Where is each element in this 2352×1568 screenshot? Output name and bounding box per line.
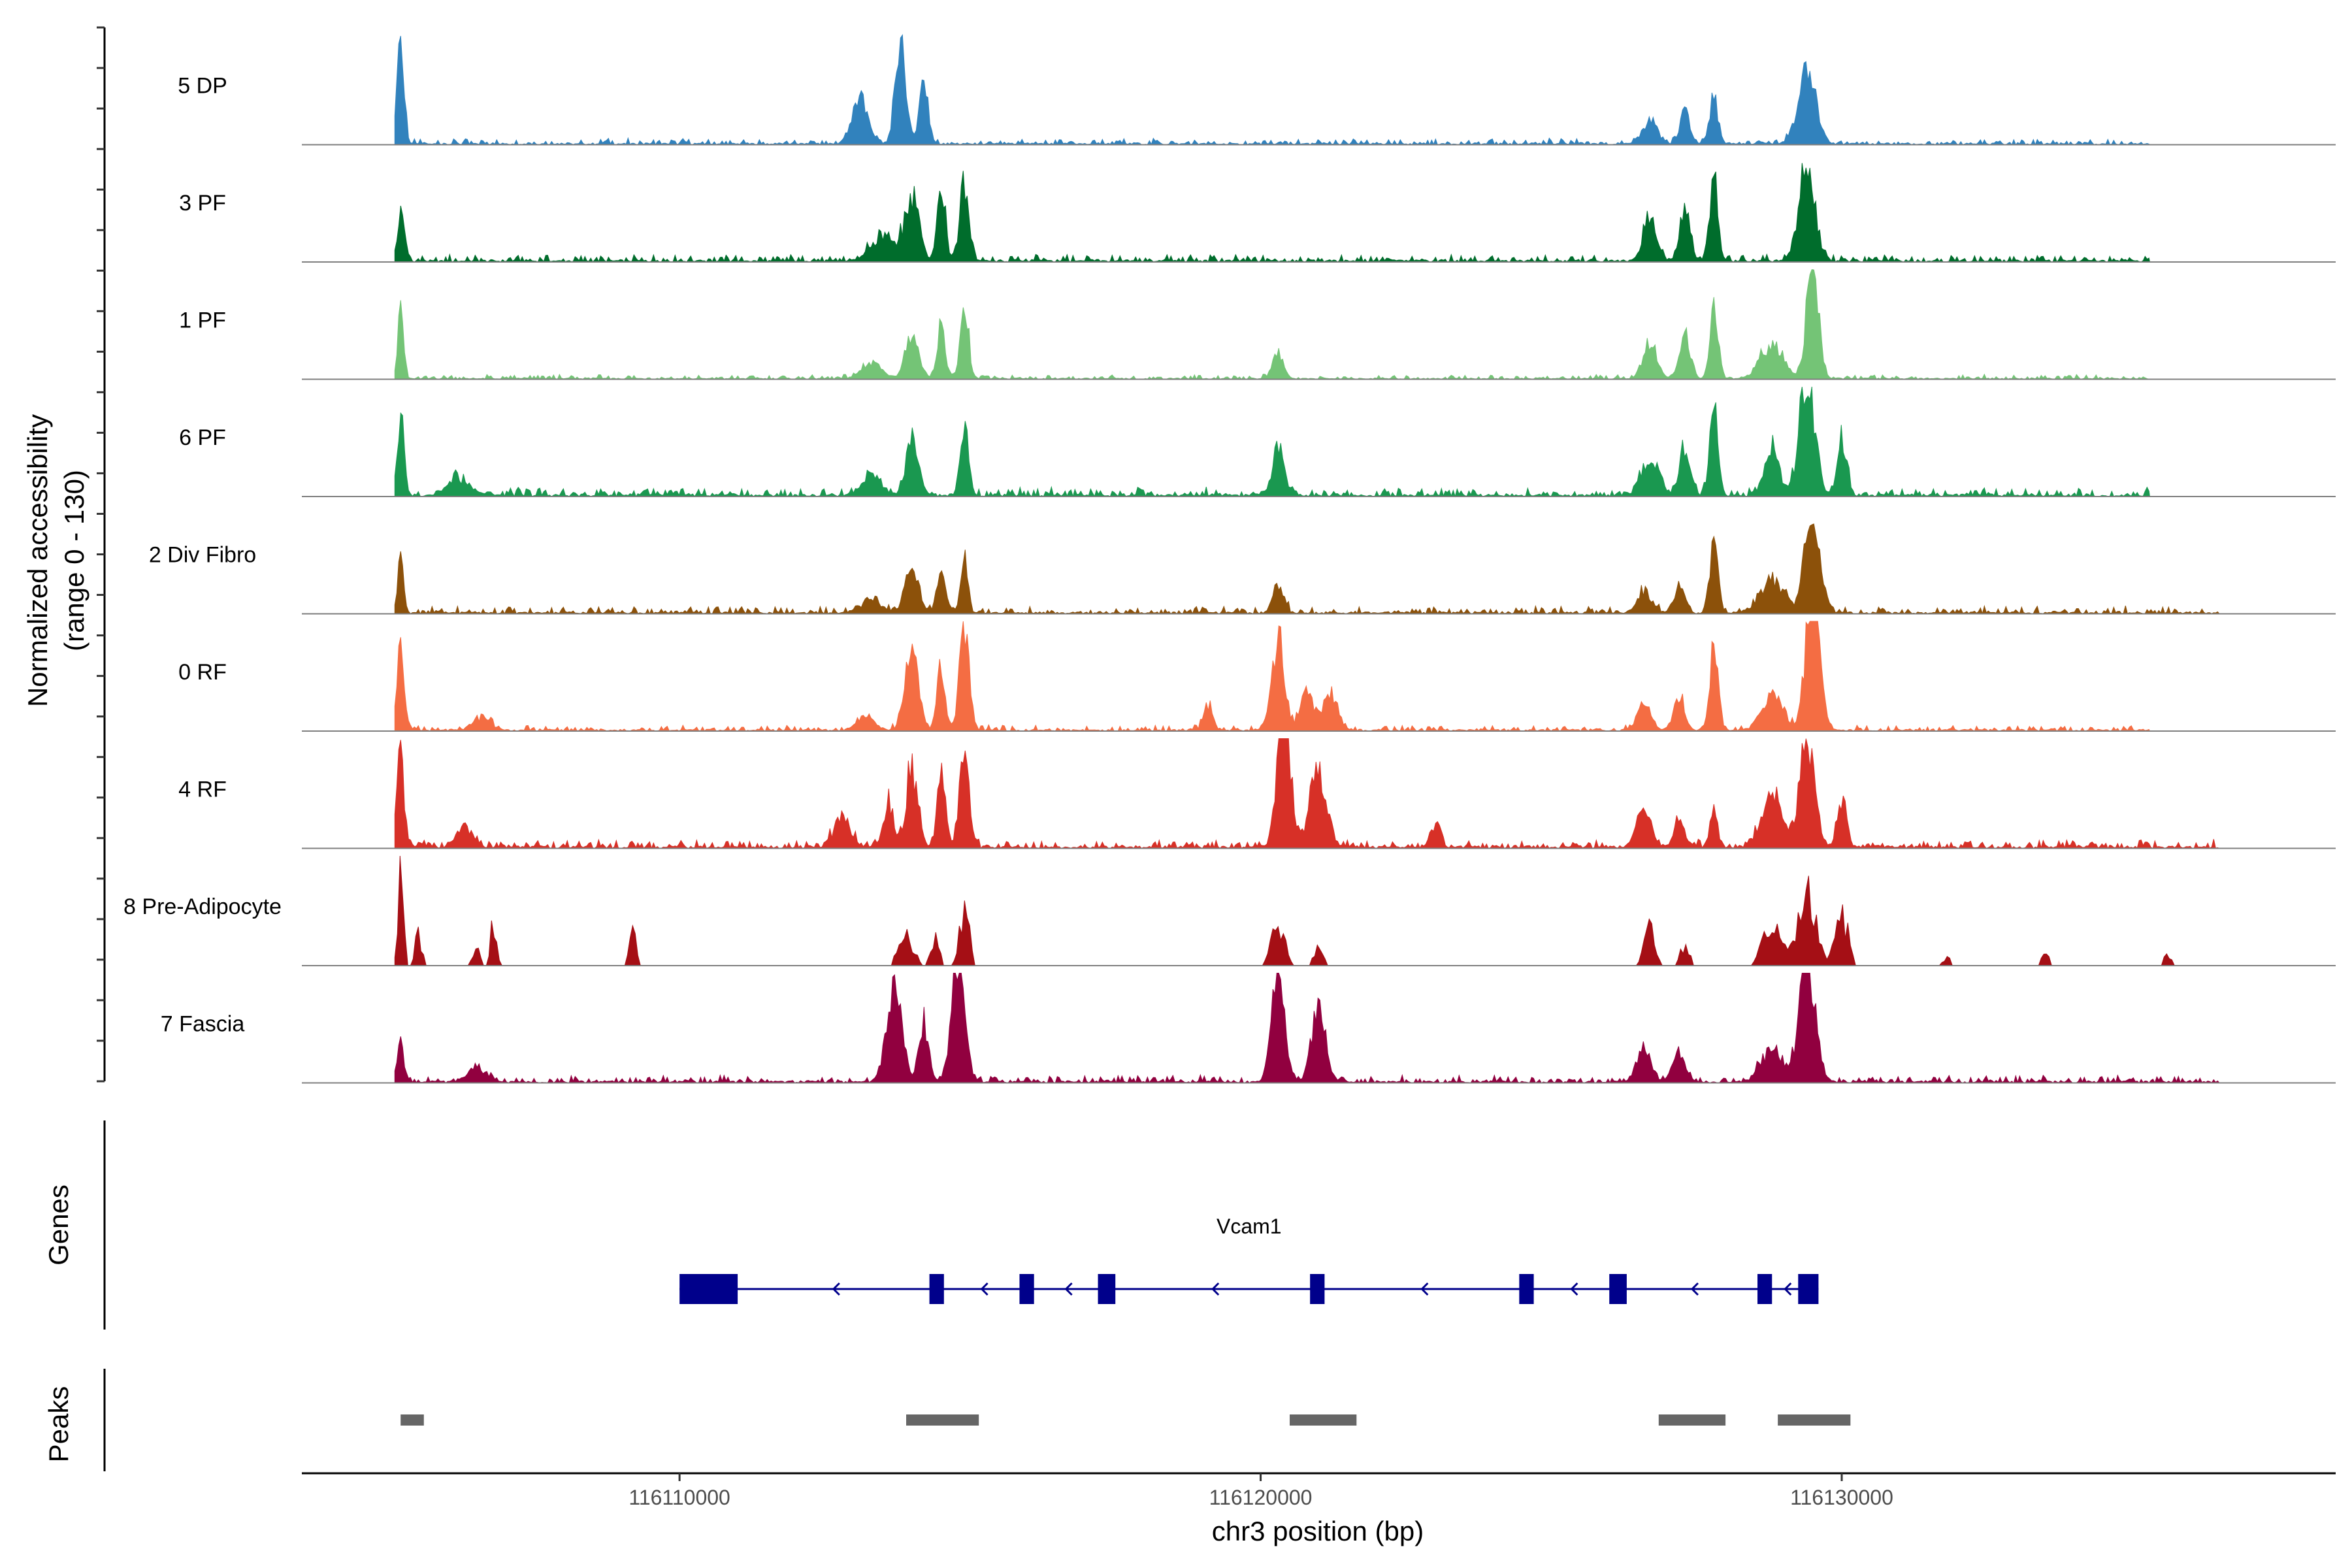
x-tick-label: 116130000 — [1790, 1486, 1893, 1509]
strand-arrow — [1064, 1282, 1073, 1296]
x-tick-label: 116110000 — [629, 1486, 730, 1509]
gene-exon — [1019, 1274, 1034, 1304]
peak-region — [906, 1414, 979, 1426]
coverage-area — [394, 33, 2151, 146]
gene-exon — [1798, 1274, 1819, 1304]
track-label: 5 DP — [178, 74, 227, 99]
track-label: 8 Pre-Adipocyte — [123, 894, 282, 919]
track-label: 4 RF — [178, 777, 227, 802]
peaks-layer — [103, 1369, 1851, 1471]
gene-exon — [929, 1274, 944, 1304]
gene-exon — [1098, 1274, 1116, 1304]
track-label: 7 Fascia — [161, 1012, 245, 1037]
strand-arrow — [832, 1282, 840, 1296]
gene-exon — [1519, 1274, 1534, 1304]
peak-region — [1290, 1414, 1357, 1426]
coverage-area — [394, 523, 2221, 615]
coverage-track: 5 DP — [178, 33, 2336, 146]
track-label: 3 PF — [179, 191, 226, 216]
coverage-track: 8 Pre-Adipocyte — [123, 855, 2336, 966]
track-label: 1 PF — [179, 308, 226, 333]
gene-exon — [679, 1274, 738, 1304]
gene-exon — [1609, 1274, 1627, 1304]
gene-name: Vcam1 — [1217, 1215, 1282, 1238]
peak-region — [400, 1414, 424, 1426]
tracks-layer: 5 DP 3 PF 1 PF 6 PF 2 Div Fibro 0 RF 4 RF 8 Pre… — [123, 33, 2336, 1085]
coverage-track: 3 PF — [179, 163, 2336, 263]
strand-arrow — [1420, 1282, 1429, 1296]
coverage-area — [394, 621, 2151, 732]
coverage-track: 6 PF — [179, 386, 2336, 498]
peak-region — [1658, 1414, 1726, 1426]
peaks-panel-label: Peaks — [43, 1386, 74, 1463]
y-axis-range: (range 0 - 130) — [59, 470, 90, 651]
axis-layer: 116110000 116120000 116130000 — [97, 26, 2336, 1509]
gene-exon — [1310, 1274, 1325, 1304]
y-axis-title: Normalized accessibility — [22, 414, 53, 707]
coverage-area — [394, 386, 2150, 498]
coverage-track: 1 PF — [179, 269, 2336, 380]
track-label: 6 PF — [179, 425, 226, 450]
coverage-area — [394, 738, 2220, 849]
strand-arrow — [1211, 1282, 1220, 1296]
gene-layer: Vcam1 — [103, 1120, 1819, 1330]
track-label: 2 Div Fibro — [149, 543, 256, 568]
strand-arrow — [1570, 1282, 1578, 1296]
gene-exon — [1757, 1274, 1772, 1304]
strand-arrow — [980, 1282, 988, 1296]
coverage-track: 4 RF — [178, 738, 2336, 849]
genes-panel-label: Genes — [43, 1184, 74, 1266]
x-tick-label: 116120000 — [1209, 1486, 1313, 1509]
x-axis-title: chr3 position (bp) — [1212, 1516, 1424, 1546]
coverage-area — [394, 269, 2150, 380]
strand-arrow — [1690, 1282, 1699, 1296]
strand-arrow — [1784, 1282, 1792, 1296]
peak-region — [1778, 1414, 1851, 1426]
coverage-track: 7 Fascia — [161, 973, 2336, 1085]
track-label: 0 RF — [178, 660, 227, 685]
coverage-track: 0 RF — [178, 621, 2336, 732]
coverage-track: 2 Div Fibro — [149, 523, 2336, 615]
